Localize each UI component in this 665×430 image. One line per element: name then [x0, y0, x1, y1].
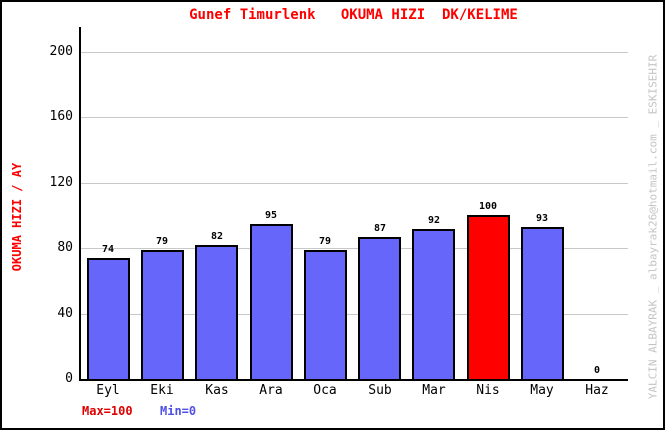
x-tick-label-kas: Kas: [205, 383, 229, 398]
gridline-120: [81, 183, 628, 184]
bar-value-mar: 92: [427, 215, 441, 226]
bar-mar: [412, 229, 455, 379]
bar-eki: [141, 250, 184, 379]
y-tick-label-160: 160: [49, 109, 73, 124]
gridline-200: [81, 52, 628, 53]
x-tick-label-may: May: [530, 383, 554, 398]
bar-kas: [195, 245, 238, 379]
bar-value-sub: 87: [373, 223, 387, 234]
x-tick-label-eyl: Eyl: [96, 383, 120, 398]
bar-may: [521, 227, 564, 379]
x-axis-line: [79, 379, 628, 381]
gridline-160: [81, 117, 628, 118]
bar-value-nis: 100: [478, 201, 498, 212]
max-value-label: Max=100: [82, 404, 133, 418]
bar-value-oca: 79: [318, 236, 332, 247]
bar-value-kas: 82: [210, 231, 224, 242]
y-tick-label-200: 200: [49, 44, 73, 59]
bar-eyl: [87, 258, 130, 379]
bar-ara: [250, 224, 293, 379]
bar-value-may: 93: [535, 213, 549, 224]
gridline-40: [81, 314, 628, 315]
x-tick-label-oca: Oca: [313, 383, 337, 398]
x-tick-label-ara: Ara: [259, 383, 283, 398]
bar-value-ara: 95: [264, 210, 278, 221]
gridline-80: [81, 248, 628, 249]
y-tick-label-80: 80: [57, 240, 73, 255]
chart-title: Gunef Timurlenk OKUMA HIZI DK/KELIME: [189, 7, 518, 23]
y-axis-line: [79, 27, 81, 381]
x-tick-label-haz: Haz: [585, 383, 609, 398]
bar-nis: [467, 215, 510, 379]
y-tick-label-0: 0: [65, 371, 73, 386]
bar-value-eyl: 74: [101, 244, 115, 255]
x-tick-label-nis: Nis: [476, 383, 500, 398]
x-tick-label-eki: Eki: [150, 383, 174, 398]
x-tick-label-sub: Sub: [368, 383, 392, 398]
y-axis-label: OKUMA HIZI / AY: [10, 162, 24, 272]
bar-oca: [304, 250, 347, 379]
bar-value-eki: 79: [155, 236, 169, 247]
min-value-label: Min=0: [160, 404, 197, 418]
bar-value-haz: 0: [593, 365, 601, 376]
y-tick-label-40: 40: [57, 306, 73, 321]
watermark-text: YALCIN ALBAYRAK _ albayrak26@hotmail.com…: [646, 54, 660, 400]
x-tick-label-mar: Mar: [422, 383, 446, 398]
y-tick-label-120: 120: [49, 175, 73, 190]
bar-sub: [358, 237, 401, 379]
